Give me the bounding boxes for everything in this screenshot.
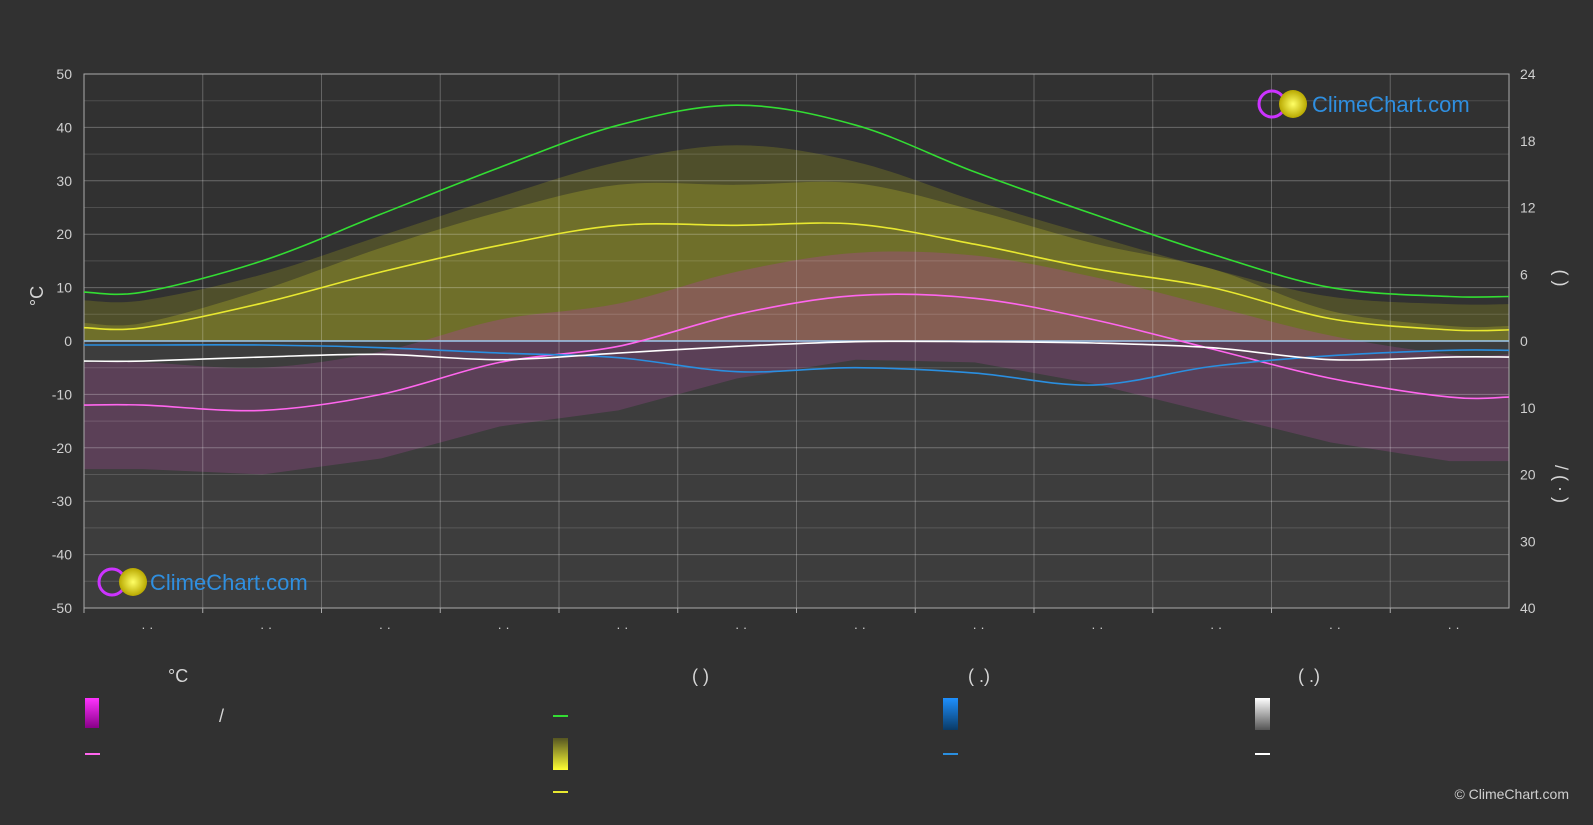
legend-temperature-header: °C (168, 666, 189, 686)
right-top-tick-label: 0 (1520, 333, 1528, 349)
left-tick-label: -20 (52, 440, 72, 456)
month-tick-label: · · (972, 620, 984, 635)
month-tick-label: · · (260, 620, 272, 635)
right-bottom-tick-label: 10 (1520, 400, 1536, 416)
legend-swatch-temperature-range (85, 698, 99, 728)
right-top-tick-label: 24 (1520, 66, 1536, 82)
series-line-1 (84, 104, 1509, 298)
logo-top: ClimeChart.com (1257, 89, 1470, 119)
left-tick-label: -30 (52, 493, 72, 509)
month-tick-label: · · (1091, 620, 1103, 635)
series-line-3 (84, 293, 1509, 412)
left-tick-label: -40 (52, 547, 72, 563)
right-axis-top-label: ( ) (1551, 270, 1571, 287)
right-bottom-tick-label: 40 (1520, 600, 1536, 616)
month-tick-label: · · (854, 620, 866, 635)
series-line-4 (84, 344, 1509, 386)
month-tick-label: · · (379, 620, 391, 635)
month-tick-label: · · (497, 620, 509, 635)
month-tick-label: · · (1329, 620, 1341, 635)
axes: 50 40 30 20 10 0 -10 -20 -30 -40 -50 24 18 12 6 0 10 20 30… (52, 66, 1536, 635)
left-tick-label: 40 (56, 119, 72, 135)
left-tick-label: 20 (56, 226, 72, 242)
month-tick-label: · · (1210, 620, 1222, 635)
month-tick-label: · · (141, 620, 153, 635)
right-top-tick-label: 18 (1520, 133, 1536, 149)
left-tick-label: -50 (52, 600, 72, 616)
sunshine-core-band (84, 181, 1509, 341)
legend-sunshine-header: ( ) (692, 666, 709, 686)
month-tick-label: · · (616, 620, 628, 635)
month-tick-label: · · (735, 620, 747, 635)
legend-swatch-snow-range (1255, 698, 1270, 730)
right-top-tick-label: 12 (1520, 200, 1536, 216)
right-bottom-tick-label: 30 (1520, 533, 1536, 549)
logo-sun-icon (1279, 90, 1307, 118)
series-line-5 (84, 340, 1509, 363)
legend-snow-header: ( .) (1298, 666, 1320, 686)
month-tick-label: · · (1447, 620, 1459, 635)
right-bottom-tick-label: 20 (1520, 467, 1536, 483)
left-tick-label: 0 (64, 333, 72, 349)
snow-band (84, 341, 1509, 608)
right-top-tick-label: 6 (1520, 266, 1528, 282)
left-tick-label: 10 (56, 280, 72, 296)
legend-rain-header: ( .) (968, 666, 990, 686)
logo-sun-icon (119, 568, 147, 596)
left-tick-label: 30 (56, 173, 72, 189)
plot-background (84, 145, 1509, 608)
series-line-2 (84, 222, 1509, 332)
logo-text: ClimeChart.com (1312, 92, 1470, 117)
left-axis-label: °C (27, 286, 47, 306)
copyright: © ClimeChart.com (1454, 786, 1569, 802)
series-lines (84, 104, 1509, 412)
grid (83, 73, 1510, 609)
logo-bottom: ClimeChart.com (97, 567, 308, 597)
logo-text: ClimeChart.com (150, 570, 308, 595)
legend-swatch-sunshine-range (553, 738, 568, 770)
temperature-band (84, 251, 1509, 475)
left-tick-label: -10 (52, 386, 72, 402)
left-tick-label: 50 (56, 66, 72, 82)
legend-temperature-text: / (219, 706, 225, 726)
right-axis-bottom-label: / ( · ) (1551, 465, 1571, 503)
legend-swatch-rain-range (943, 698, 958, 730)
legend-swatches (85, 698, 1270, 793)
